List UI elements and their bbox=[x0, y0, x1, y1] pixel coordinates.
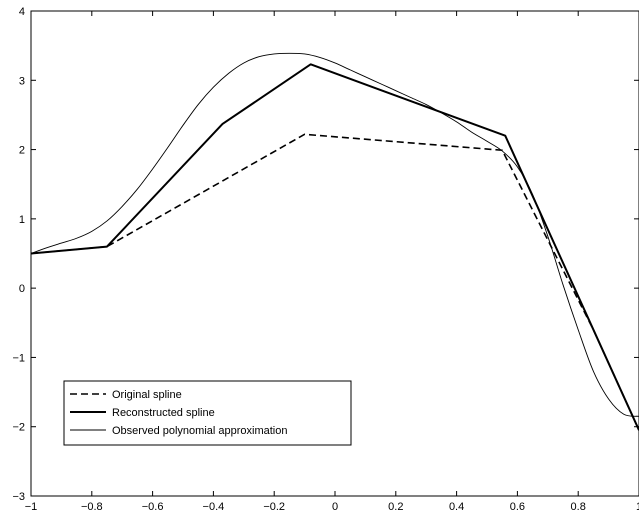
series-line-2 bbox=[30, 63, 639, 431]
x-tick-label: −0.6 bbox=[142, 501, 164, 512]
y-tick-label: 0 bbox=[19, 283, 25, 295]
legend-label: Observed polynomial approximation bbox=[112, 425, 287, 437]
legend-label: Reconstructed spline bbox=[112, 407, 215, 419]
y-tick-label: −1 bbox=[12, 352, 25, 364]
x-tick-label: −0.4 bbox=[203, 501, 225, 512]
legend-label: Original spline bbox=[112, 389, 182, 401]
x-tick-label: 1 bbox=[636, 501, 639, 512]
x-tick-label: 0.8 bbox=[571, 501, 586, 512]
legend-box bbox=[63, 380, 352, 446]
legend: Original spline Reconstructed spline Obser… bbox=[63, 380, 352, 446]
x-tick-label: −0.2 bbox=[263, 501, 285, 512]
y-tick-label: 2 bbox=[19, 145, 25, 157]
x-tick-label: 0.2 bbox=[388, 501, 403, 512]
series-group bbox=[30, 52, 639, 431]
x-tick-label: −1 bbox=[25, 501, 38, 512]
y-tick-label: −2 bbox=[12, 422, 25, 434]
y-tick-label: 4 bbox=[19, 6, 25, 18]
y-tick-label: 1 bbox=[19, 214, 25, 226]
y-tick-label: 3 bbox=[19, 75, 25, 87]
x-tick-label: −0.8 bbox=[81, 501, 103, 512]
x-tick-label: 0.4 bbox=[449, 501, 464, 512]
series-line-3 bbox=[30, 52, 639, 417]
x-tick-label: 0.6 bbox=[510, 501, 525, 512]
x-tick-label: 0 bbox=[332, 501, 338, 512]
ticks-group: −1 −0.8 −0.6 −0.4 −0.2 0 0.2 0.4 0.6 0.8 1 −3 −2 −1 0 1… bbox=[12, 6, 639, 512]
y-tick-label: −3 bbox=[12, 491, 25, 503]
